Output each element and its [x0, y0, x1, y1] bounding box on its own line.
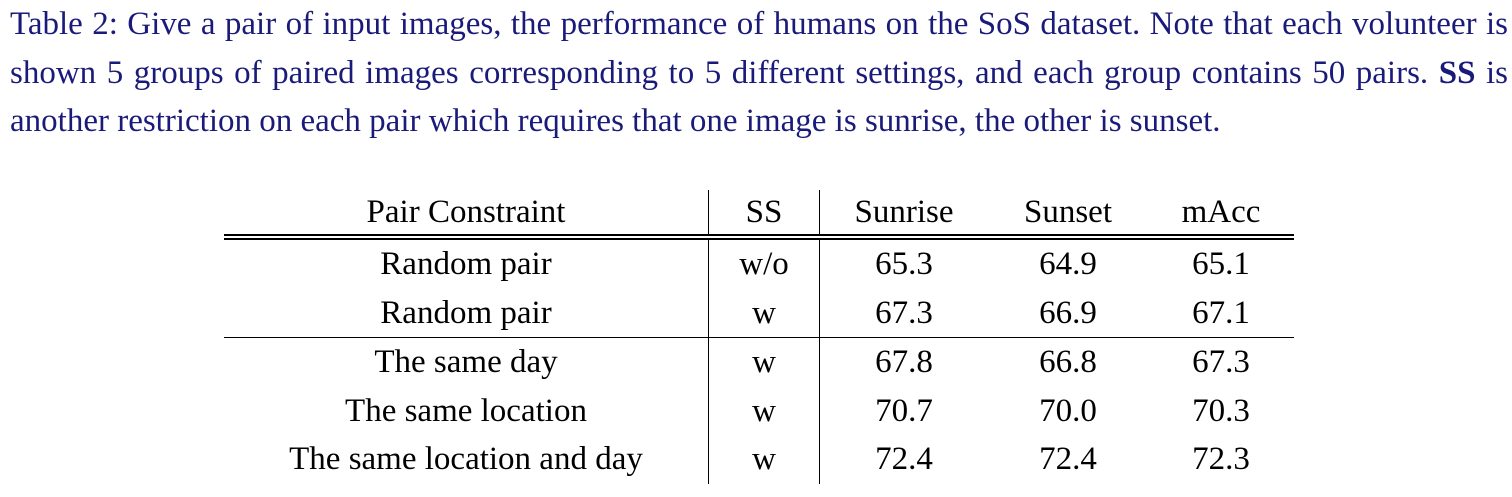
cell-macc: 67.3 [1148, 337, 1294, 387]
cell-ss: w [708, 386, 820, 435]
cell-sunrise: 67.8 [819, 337, 988, 387]
cell-constraint: Random pair [224, 288, 709, 338]
header-sunrise: Sunrise [854, 194, 954, 230]
cell-macc: 72.3 [1192, 441, 1250, 477]
cell-constraint: Random pair [224, 234, 709, 289]
cell-sunrise: 67.3 [875, 294, 933, 331]
table-row: The same location w 70.7 70.0 70.3 [224, 386, 1294, 435]
cell-ss: w [708, 435, 820, 484]
cell-sunset: 72.4 [1039, 441, 1097, 477]
table-row: Random pair w/o 65.3 64.9 65.1 [224, 234, 1294, 289]
cell-ss: w [708, 288, 820, 338]
cell-sunrise: 72.4 [875, 441, 933, 477]
table-row: Random pair w 67.3 66.9 67.1 [224, 288, 1294, 338]
cell-sunrise: 65.3 [819, 234, 988, 289]
header-macc: mAcc [1181, 194, 1261, 230]
cell-constraint: The same day [224, 337, 709, 387]
cell-ss: w [708, 337, 820, 387]
cell-sunset: 64.9 [988, 234, 1148, 289]
table-row: The same location and day w 72.4 72.4 72… [224, 435, 1294, 484]
header-sunset: Sunset [1023, 194, 1112, 230]
caption-label: Table 2: [10, 6, 118, 42]
header-ss: SS [708, 190, 820, 237]
cell-ss: w/o [708, 234, 820, 289]
table-row: The same day w 67.8 66.8 67.3 [224, 337, 1294, 387]
table-caption: Table 2: Give a pair of input images, th… [10, 0, 1508, 146]
cell-macc: 67.1 [1192, 294, 1250, 331]
caption-bold-ss: SS [1438, 54, 1476, 91]
cell-constraint: The same location [224, 386, 709, 435]
caption-text-before: Give a pair of input images, the perform… [10, 6, 1508, 91]
cell-sunset: 66.9 [1039, 294, 1097, 331]
cell-sunset: 70.0 [1039, 392, 1097, 429]
cell-constraint: The same location and day [224, 435, 709, 484]
cell-sunrise: 70.7 [875, 392, 933, 429]
caption-text-after: is another restriction on each pair whic… [10, 54, 1508, 140]
cell-macc: 70.3 [1192, 392, 1250, 429]
header-pair-constraint: Pair Constraint [224, 190, 709, 237]
results-table: Pair Constraint SS Sunrise Sunset mAcc R… [224, 190, 1294, 484]
table-header-row: Pair Constraint SS Sunrise Sunset mAcc [224, 190, 1294, 237]
cell-macc: 65.1 [1148, 234, 1294, 289]
cell-sunset: 66.8 [988, 337, 1148, 387]
